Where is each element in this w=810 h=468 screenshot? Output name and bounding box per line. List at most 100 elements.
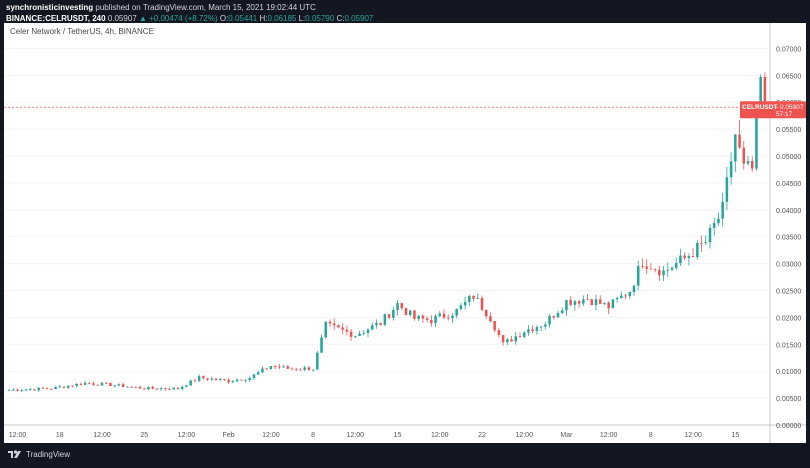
candle-body[interactable] [476, 298, 480, 299]
candle-body[interactable] [468, 295, 471, 302]
candle-body[interactable] [88, 382, 91, 384]
candle-body[interactable] [501, 335, 505, 343]
candle-body[interactable] [345, 329, 349, 332]
candle-body[interactable] [172, 387, 176, 390]
candle-body[interactable] [20, 390, 24, 392]
candle-body[interactable] [586, 299, 589, 301]
candle-body[interactable] [641, 266, 644, 267]
candle-body[interactable] [408, 310, 412, 315]
candle-body[interactable] [666, 269, 670, 271]
candle-body[interactable] [742, 147, 746, 164]
candlestick-chart[interactable]: 0.070000.065000.060000.055000.050000.045… [4, 23, 806, 443]
candle-body[interactable] [746, 161, 750, 164]
candle-body[interactable] [560, 310, 564, 313]
candle-body[interactable] [311, 369, 315, 371]
candle-body[interactable] [421, 315, 425, 319]
candle-body[interactable] [582, 299, 585, 304]
candle-body[interactable] [375, 322, 378, 326]
candle-body[interactable] [366, 329, 370, 333]
candle-body[interactable] [649, 268, 653, 270]
candle-body[interactable] [189, 380, 192, 386]
candle-body[interactable] [493, 321, 496, 331]
candle-body[interactable] [598, 299, 602, 304]
candle-body[interactable] [303, 367, 306, 370]
candle-body[interactable] [282, 366, 285, 368]
candle-body[interactable] [717, 218, 720, 224]
candle-body[interactable] [113, 385, 116, 387]
candle-body[interactable] [527, 329, 530, 333]
candle-body[interactable] [155, 388, 159, 390]
candle-body[interactable] [565, 300, 568, 311]
candle-body[interactable] [121, 384, 125, 388]
candle-body[interactable] [240, 379, 243, 381]
candle-body[interactable] [83, 382, 87, 385]
candle-body[interactable] [434, 316, 437, 324]
candle-body[interactable] [12, 389, 15, 391]
candle-body[interactable] [497, 330, 501, 336]
candle-body[interactable] [400, 303, 404, 309]
candle-body[interactable] [197, 376, 201, 381]
candle-body[interactable] [379, 322, 382, 325]
candle-body[interactable] [611, 299, 615, 309]
candle-body[interactable] [658, 269, 661, 276]
candle-body[interactable] [320, 337, 323, 353]
candle-body[interactable] [645, 266, 648, 269]
candle-body[interactable] [358, 333, 361, 336]
candle-body[interactable] [96, 384, 100, 386]
candle-body[interactable] [446, 317, 450, 319]
candle-body[interactable] [16, 389, 19, 391]
candle-body[interactable] [425, 318, 429, 320]
candle-body[interactable] [244, 379, 247, 381]
candle-body[interactable] [548, 316, 551, 325]
candle-body[interactable] [58, 386, 62, 388]
candle-body[interactable] [392, 309, 395, 318]
candle-body[interactable] [506, 339, 509, 343]
candle-body[interactable] [463, 301, 467, 306]
candle-body[interactable] [362, 332, 366, 334]
candle-body[interactable] [573, 301, 577, 305]
candle-body[interactable] [202, 376, 205, 379]
candle-body[interactable] [206, 378, 209, 380]
candle-body[interactable] [632, 285, 636, 293]
candle-body[interactable] [514, 336, 518, 342]
candle-body[interactable] [147, 386, 150, 390]
candle-body[interactable] [24, 389, 28, 391]
candle-body[interactable] [430, 319, 433, 324]
candle-body[interactable] [607, 302, 610, 309]
candle-body[interactable] [265, 368, 268, 370]
candle-body[interactable] [28, 389, 32, 391]
candle-body[interactable] [332, 323, 336, 326]
candle-body[interactable] [75, 383, 78, 386]
candle-body[interactable] [552, 316, 556, 318]
candle-body[interactable] [750, 161, 754, 169]
candle-body[interactable] [704, 242, 708, 244]
candle-body[interactable] [130, 386, 133, 388]
candle-body[interactable] [151, 386, 154, 389]
candle-body[interactable] [210, 378, 214, 380]
candle-body[interactable] [349, 331, 353, 337]
candle-body[interactable] [66, 385, 70, 388]
candle-body[interactable] [712, 223, 716, 228]
candle-body[interactable] [227, 379, 230, 383]
candle-body[interactable] [231, 381, 235, 383]
candle-body[interactable] [459, 305, 463, 310]
candle-body[interactable] [286, 366, 290, 369]
candle-body[interactable] [370, 325, 374, 330]
candle-body[interactable] [679, 255, 682, 264]
candle-body[interactable] [472, 295, 475, 299]
candle-body[interactable] [218, 379, 222, 380]
candle-body[interactable] [662, 270, 665, 276]
candle-body[interactable] [404, 308, 408, 315]
candle-body[interactable] [755, 113, 758, 169]
candle-body[interactable] [138, 386, 142, 389]
candle-body[interactable] [134, 386, 138, 388]
candle-body[interactable] [71, 385, 74, 387]
candle-body[interactable] [100, 382, 104, 386]
candle-body[interactable] [117, 384, 121, 386]
candle-body[interactable] [480, 298, 484, 310]
candle-body[interactable] [484, 309, 488, 317]
candle-body[interactable] [79, 383, 83, 385]
candle-body[interactable] [248, 377, 252, 380]
candle-body[interactable] [683, 255, 686, 258]
candle-body[interactable] [522, 332, 526, 337]
